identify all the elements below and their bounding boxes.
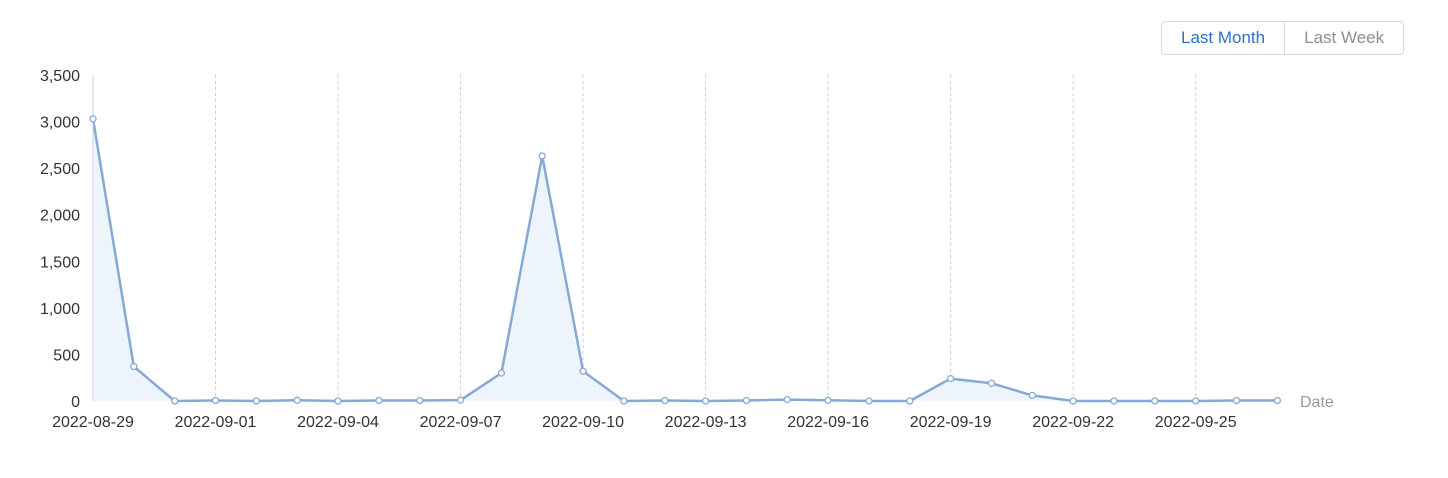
series-points — [89, 115, 1282, 405]
data-point — [906, 397, 914, 405]
last-week-button[interactable]: Last Week — [1284, 22, 1403, 54]
x-tick-label: 2022-09-16 — [787, 414, 869, 431]
data-point — [865, 397, 873, 405]
grid-lines — [215, 75, 1197, 401]
data-point — [293, 396, 301, 404]
series-line — [91, 118, 1278, 403]
data-point — [742, 396, 751, 405]
y-axis-ticks: 0 500 1,000 1,500 2,000 2,500 3,000 3,500 — [40, 68, 80, 411]
x-tick-label: 2022-09-13 — [665, 414, 747, 431]
data-point — [211, 396, 220, 405]
x-tick-label: 2022-09-04 — [297, 414, 379, 431]
data-point — [375, 396, 383, 405]
data-point — [1273, 396, 1282, 405]
data-point — [89, 115, 97, 123]
y-tick-label: 1,500 — [40, 254, 80, 271]
data-point — [497, 369, 506, 377]
data-point — [1232, 396, 1241, 405]
data-point — [579, 367, 587, 375]
range-toggle: Last Month Last Week — [1161, 21, 1405, 55]
data-point — [1192, 397, 1200, 405]
x-tick-label: 2022-09-19 — [910, 414, 992, 431]
data-point — [1028, 391, 1036, 400]
y-tick-label: 1,000 — [40, 301, 80, 318]
x-axis-ticks: 2022-08-29 2022-09-01 2022-09-04 2022-09-07… — [52, 414, 1237, 431]
y-tick-label: 2,000 — [40, 208, 80, 225]
data-point — [252, 397, 261, 405]
data-point — [783, 395, 791, 404]
data-point — [1069, 397, 1077, 405]
data-point — [987, 379, 996, 387]
data-point — [171, 397, 179, 405]
x-tick-label: 2022-09-10 — [542, 414, 624, 431]
x-tick-label: 2022-08-29 — [52, 414, 134, 431]
y-tick-label: 3,000 — [40, 115, 80, 132]
data-point — [130, 362, 138, 371]
x-tick-label: 2022-09-22 — [1032, 414, 1114, 431]
y-tick-label: 500 — [53, 347, 80, 364]
data-point — [1110, 397, 1118, 405]
data-point — [456, 396, 465, 404]
data-point — [416, 396, 424, 405]
data-point — [538, 152, 546, 160]
last-month-button[interactable]: Last Month — [1181, 28, 1266, 47]
y-tick-label: 0 — [71, 394, 80, 411]
y-tick-label: 3,500 — [40, 68, 80, 85]
data-point — [661, 396, 669, 405]
x-axis-title: Date — [1300, 394, 1334, 411]
data-point — [1151, 397, 1159, 405]
data-point — [946, 374, 955, 383]
data-point — [824, 396, 832, 404]
data-point — [334, 397, 342, 405]
x-tick-label: 2022-09-01 — [175, 414, 257, 431]
data-point — [620, 397, 628, 405]
x-tick-label: 2022-09-07 — [420, 414, 502, 431]
data-point — [701, 397, 710, 405]
y-tick-label: 2,500 — [40, 161, 80, 178]
x-tick-label: 2022-09-25 — [1155, 414, 1237, 431]
series-area — [93, 118, 1278, 402]
